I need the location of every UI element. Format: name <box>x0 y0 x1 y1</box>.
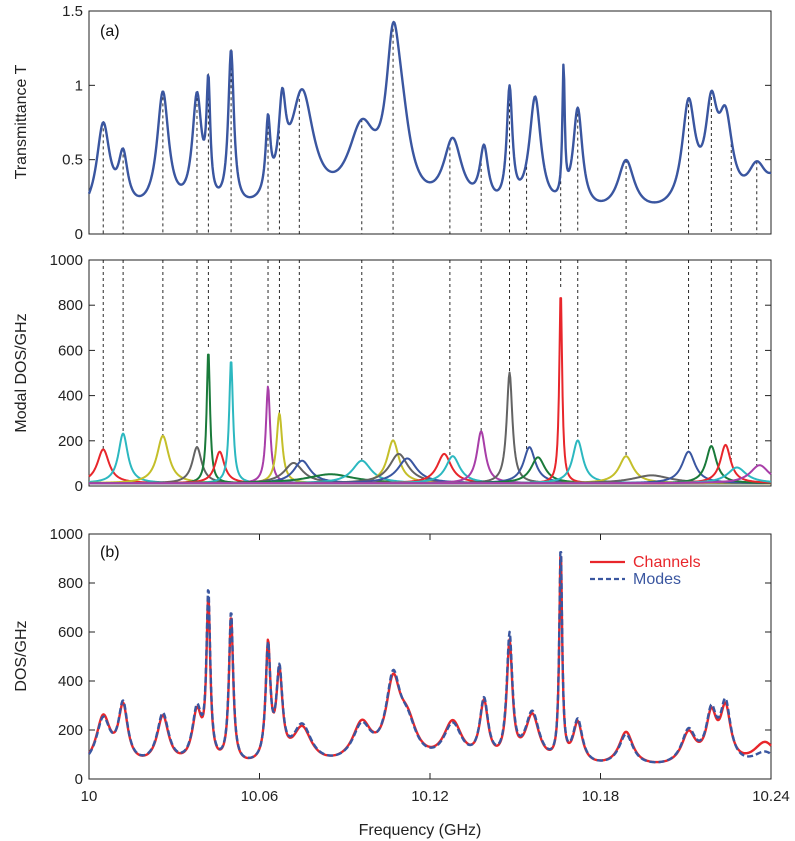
modal-dos-line-mode-31 <box>88 464 772 485</box>
x-tick-label: 10.24 <box>752 788 790 805</box>
dos-y-axis-label: DOS/GHz <box>13 620 30 691</box>
panel-tag-b: (b) <box>100 544 120 561</box>
y-tick-label: 400 <box>58 388 83 405</box>
y-tick-label: 200 <box>58 433 83 450</box>
y-tick-label: 1 <box>75 77 83 94</box>
modal-dos-panel: 0 200 400 600 800 1000 Modal DOS/GHz <box>13 252 772 495</box>
y-tick-label: 1.5 <box>62 3 83 20</box>
dos-y-ticks: 0 200 400 600 800 1000 <box>50 526 771 788</box>
legend-modes-label: Modes <box>633 571 681 588</box>
dos-line-modes <box>88 550 772 764</box>
modal-dos-y-ticks: 0 200 400 600 800 1000 <box>50 252 771 495</box>
modal-dos-series <box>88 297 772 485</box>
y-tick-label: 0 <box>75 478 83 495</box>
transmittance-series <box>87 20 772 204</box>
transmittance-y-axis-label: Transmittance T <box>13 64 30 179</box>
y-tick-label: 600 <box>58 624 83 641</box>
modal-dos-y-axis-label: Modal DOS/GHz <box>13 313 30 432</box>
modal-dos-dashed-markers <box>102 260 758 467</box>
transmittance-dashed-markers <box>102 22 758 234</box>
x-axis-label: Frequency (GHz) <box>359 822 482 839</box>
y-tick-label: 800 <box>58 297 83 314</box>
modal-dos-plot-frame <box>88 259 772 487</box>
y-tick-label: 600 <box>58 342 83 359</box>
modal-dos-line-mode-08 <box>88 385 772 485</box>
y-tick-label: 800 <box>58 575 83 592</box>
dos-panel: 0 200 400 600 800 1000 10 10.06 10.12 10.18 10.24… <box>13 526 790 839</box>
x-tick-label: 10.06 <box>241 788 279 805</box>
transmittance-plot-frame <box>88 10 772 235</box>
modal-dos-line-mode-23 <box>88 297 772 485</box>
dos-series <box>87 550 772 764</box>
y-tick-label: 1000 <box>50 526 83 543</box>
y-tick-label: 400 <box>58 673 83 690</box>
y-tick-label: 0 <box>75 771 83 788</box>
y-tick-label: 1000 <box>50 252 83 269</box>
legend: Channels Modes <box>590 554 701 588</box>
modal-dos-line-mode-09 <box>88 412 772 485</box>
transmittance-panel: 0 0.5 1 1.5 (a) Transmittance T <box>13 3 772 243</box>
x-tick-label: 10.18 <box>582 788 620 805</box>
transmittance-y-ticks: 0 0.5 1 1.5 <box>62 3 771 243</box>
x-tick-label: 10.12 <box>411 788 449 805</box>
y-tick-label: 0.5 <box>62 152 83 169</box>
transmittance-line <box>87 20 772 204</box>
x-tick-label: 10 <box>81 788 98 805</box>
panel-tag-a: (a) <box>100 23 120 40</box>
y-tick-label: 0 <box>75 226 83 243</box>
legend-channels-label: Channels <box>633 554 701 571</box>
dos-x-ticks: 10 10.06 10.12 10.18 10.24 <box>81 534 790 805</box>
y-tick-label: 200 <box>58 722 83 739</box>
